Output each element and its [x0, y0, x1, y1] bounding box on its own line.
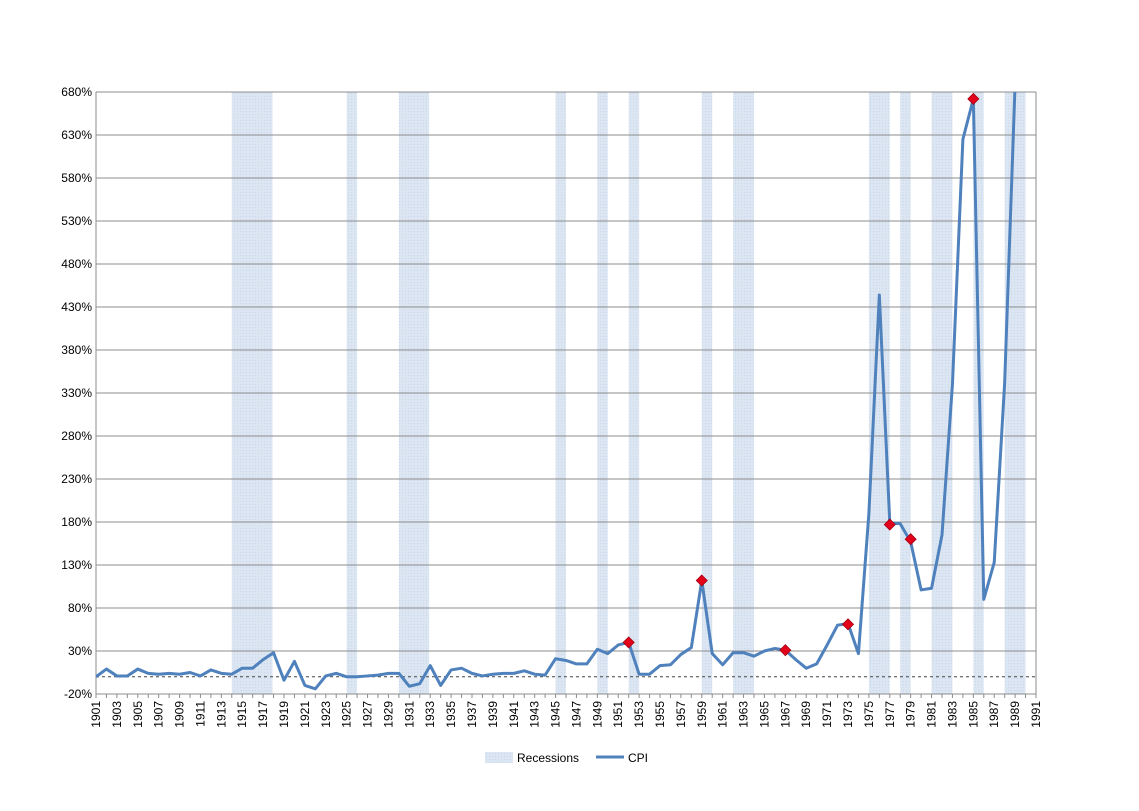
x-tick-label: 1937 — [465, 701, 479, 728]
x-tick-label: 1961 — [716, 701, 730, 728]
x-tick-label: 1951 — [611, 701, 625, 728]
x-tick-label: 1979 — [904, 701, 918, 728]
x-tick-label: 1909 — [173, 701, 187, 728]
x-tick-label: 1957 — [674, 701, 688, 728]
x-tick-label: 1927 — [361, 701, 375, 728]
x-tick-label: 1963 — [737, 701, 751, 728]
y-tick-label: 680% — [61, 85, 92, 99]
x-tick-label: 1921 — [298, 701, 312, 728]
x-tick-label: 1959 — [695, 701, 709, 728]
x-tick-label: 1955 — [653, 701, 667, 728]
cpi-series — [96, 92, 1017, 691]
y-tick-label: 230% — [61, 472, 92, 486]
x-tick-label: 1985 — [966, 701, 980, 728]
x-tick-label: 1925 — [340, 701, 354, 728]
x-tick-label: 1923 — [319, 701, 333, 728]
x-tick-label: 1947 — [569, 701, 583, 728]
x-tick-label: 1973 — [841, 701, 855, 728]
x-tick-label: 1969 — [799, 701, 813, 728]
cpi-line — [96, 92, 1017, 691]
x-axis-ticks: 1901 1903 1905 1907 1909 1911 1913 1915 1917 1919… — [89, 694, 1043, 728]
x-tick-label: 1939 — [486, 701, 500, 728]
y-tick-label: 280% — [61, 429, 92, 443]
x-tick-label: 1953 — [632, 701, 646, 728]
x-tick-label: 1919 — [277, 701, 291, 728]
y-tick-label: 530% — [61, 214, 92, 228]
x-tick-label: 1987 — [987, 701, 1001, 728]
cpi-marker — [967, 92, 980, 105]
x-tick-label: 1901 — [89, 701, 103, 728]
y-tick-label: 30% — [68, 644, 92, 658]
legend-label-recessions: Recessions — [517, 751, 579, 765]
cpi-marker — [904, 533, 917, 546]
y-tick-label: 430% — [61, 300, 92, 314]
y-tick-label: 330% — [61, 386, 92, 400]
x-tick-label: 1929 — [381, 701, 395, 728]
cpi-marker — [841, 618, 855, 631]
legend: Recessions CPI — [485, 751, 648, 765]
cpi-marker — [779, 644, 792, 657]
x-tick-label: 1913 — [214, 701, 228, 728]
x-tick-label: 1967 — [778, 701, 792, 728]
x-tick-label: 1905 — [131, 701, 145, 728]
legend-label-cpi: CPI — [628, 751, 648, 765]
y-tick-label: 630% — [61, 128, 92, 142]
x-tick-label: 1945 — [549, 701, 563, 728]
y-tick-label: 580% — [61, 171, 92, 185]
x-tick-label: 1915 — [235, 701, 249, 728]
x-tick-label: 1911 — [193, 701, 207, 727]
x-tick-label: 1935 — [444, 701, 458, 728]
y-tick-label: -20% — [64, 687, 92, 701]
x-tick-label: 1983 — [945, 701, 959, 728]
x-tick-label: 1907 — [152, 701, 166, 728]
x-tick-label: 1943 — [528, 701, 542, 728]
y-tick-label: 380% — [61, 343, 92, 357]
x-tick-label: 1989 — [1008, 701, 1022, 728]
x-tick-label: 1949 — [590, 701, 604, 728]
cpi-marker — [622, 636, 635, 649]
x-tick-label: 1991 — [1029, 701, 1043, 728]
gridlines — [96, 91, 1036, 695]
y-tick-label: 480% — [61, 257, 92, 271]
x-tick-label: 1941 — [507, 701, 521, 728]
cpi-markers — [622, 92, 980, 657]
x-tick-label: 1903 — [110, 701, 124, 728]
x-tick-label: 1917 — [256, 701, 270, 728]
x-tick-label: 1931 — [402, 701, 416, 728]
y-tick-label: 180% — [61, 515, 92, 529]
cpi-marker — [883, 518, 896, 531]
x-tick-label: 1977 — [883, 701, 897, 728]
y-tick-label: 80% — [68, 601, 92, 615]
y-tick-label: 130% — [61, 558, 92, 572]
legend-swatch-recessions — [485, 752, 513, 763]
y-axis-ticks: 680% 630% 580% 530% 480% 430% 380% 330% 280% 230%… — [61, 85, 92, 701]
x-tick-label: 1965 — [757, 701, 771, 728]
x-tick-label: 1933 — [423, 701, 437, 728]
x-tick-label: 1981 — [925, 701, 939, 728]
x-tick-label: 1975 — [862, 701, 876, 728]
cpi-marker — [695, 574, 708, 587]
x-tick-label: 1971 — [820, 701, 834, 728]
